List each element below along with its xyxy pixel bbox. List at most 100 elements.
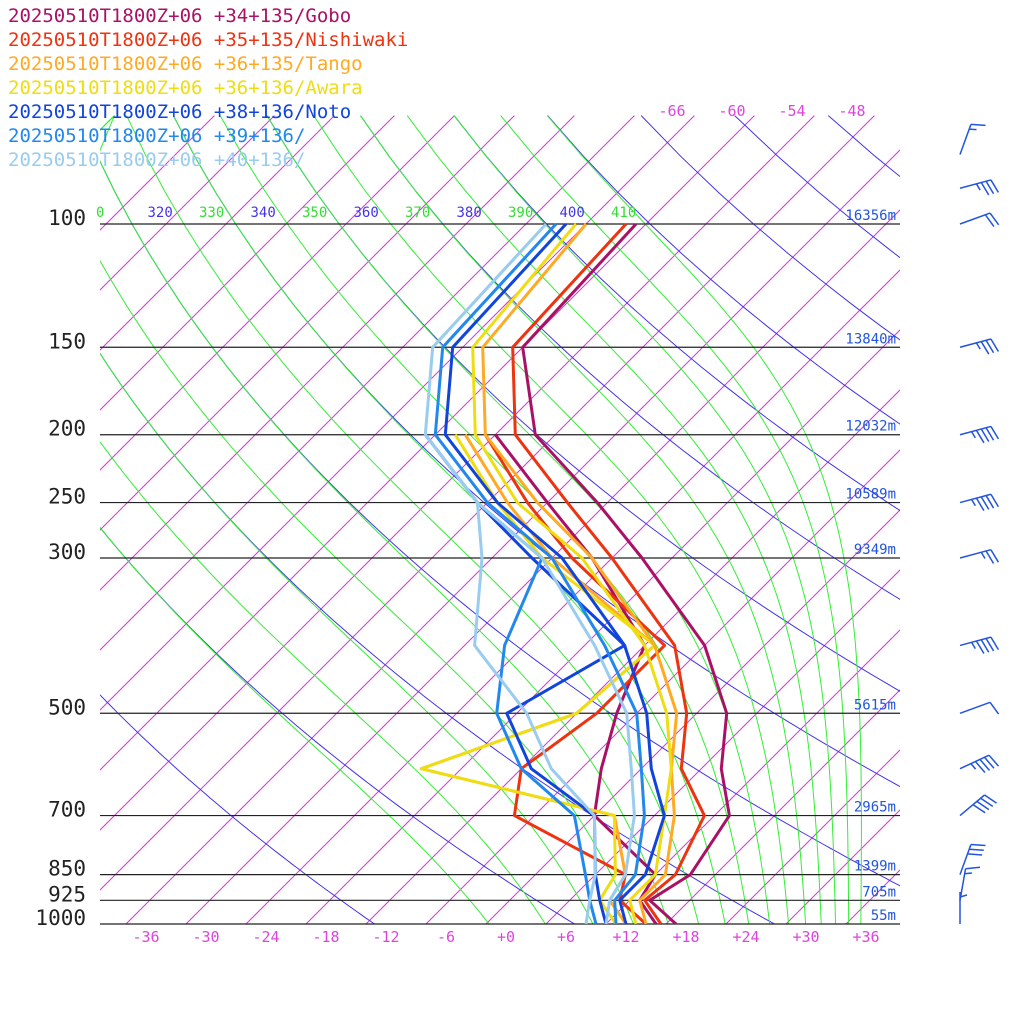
temperature-trace-5 bbox=[443, 222, 666, 924]
theta-label: 410 bbox=[611, 205, 636, 221]
theta-label: 0 bbox=[96, 205, 104, 221]
temperature-trace-3 bbox=[481, 223, 679, 924]
pressure-label-200: 200 bbox=[48, 417, 86, 441]
isobars bbox=[100, 223, 900, 925]
moist-adiabat-line bbox=[546, 115, 862, 924]
wind-barb bbox=[959, 179, 1000, 196]
dry-adiabat-line bbox=[922, 116, 1024, 924]
isotherm-line bbox=[100, 115, 575, 591]
moist-adiabat-line bbox=[100, 115, 546, 924]
temperature-tick-label: +24 bbox=[732, 928, 759, 946]
moist-adiabat-line bbox=[100, 115, 669, 924]
pressure-label-850: 850 bbox=[48, 857, 86, 881]
legend-entry-7: 20250510T1800Z+06 +40+136/ bbox=[8, 149, 305, 171]
temperature-tick-label: +30 bbox=[792, 928, 819, 946]
height-label-1000: 55m bbox=[871, 908, 896, 924]
theta-label: 390 bbox=[508, 205, 533, 221]
wind-barb bbox=[959, 212, 1000, 227]
temperature-tick-label: -30 bbox=[192, 928, 219, 946]
isotherm-line bbox=[100, 115, 275, 291]
pressure-label-925: 925 bbox=[48, 882, 86, 906]
moist-adiabat-line bbox=[453, 115, 836, 924]
isotherm-line bbox=[100, 115, 215, 231]
isotherm-line bbox=[100, 115, 335, 351]
theta-label: 320 bbox=[148, 205, 173, 221]
wind-barb bbox=[959, 636, 1000, 654]
legend: 20250510T1800Z+06 +34+135/Gobo20250510T1… bbox=[8, 5, 408, 171]
moist-adiabat-line bbox=[126, 115, 700, 924]
moist-adiabat-line bbox=[100, 115, 490, 924]
temperature-trace-7 bbox=[423, 222, 636, 924]
pressure-label-500: 500 bbox=[48, 695, 86, 719]
dry-adiabat-line bbox=[547, 115, 900, 425]
pressure-label-300: 300 bbox=[48, 540, 86, 564]
dry-adiabat-line bbox=[100, 526, 575, 924]
temperature-trace-2 bbox=[511, 222, 706, 924]
theta-label: 380 bbox=[457, 205, 482, 221]
height-label-150: 13840m bbox=[845, 331, 896, 347]
moist-adiabat-line bbox=[100, 115, 594, 924]
temperature-trace-1 bbox=[521, 222, 731, 924]
upper-temperature-tick-label: -54 bbox=[778, 102, 805, 120]
isotherm-line bbox=[185, 209, 900, 924]
temperature-tick-label: -12 bbox=[372, 928, 399, 946]
legend-entry-4: 20250510T1800Z+06 +36+136/Awara bbox=[8, 77, 363, 99]
height-label-850: 1399m bbox=[854, 859, 896, 875]
isotherm-line bbox=[545, 569, 900, 924]
isotherm-line bbox=[125, 149, 900, 924]
wind-barb bbox=[959, 425, 1000, 444]
axis-labels: 100 16356m 150 13840m 200 12032m 250 10589m 300 9… bbox=[35, 102, 896, 946]
isotherm-line bbox=[906, 116, 1024, 924]
height-label-500: 5615m bbox=[854, 697, 896, 713]
moist-adiabat-line bbox=[172, 115, 726, 924]
upper-temperature-tick-label: -48 bbox=[838, 102, 865, 120]
wind-barbs bbox=[959, 123, 1000, 924]
dry-adiabat-line bbox=[100, 694, 375, 924]
temperature-tick-label: -36 bbox=[132, 928, 159, 946]
height-label-300: 9349m bbox=[854, 542, 896, 558]
dry-adiabat-line bbox=[266, 115, 900, 692]
temperature-tick-label: +36 bbox=[852, 928, 879, 946]
moist-adiabat-line bbox=[266, 115, 771, 924]
legend-entry-2: 20250510T1800Z+06 +35+135/Nishiwaki bbox=[8, 29, 408, 51]
temperature-trace-4 bbox=[471, 223, 673, 924]
pressure-label-250: 250 bbox=[48, 485, 86, 509]
dry-adiabat-line bbox=[172, 115, 900, 788]
pressure-label-1000: 1000 bbox=[35, 906, 86, 930]
dry-adiabat-line bbox=[360, 115, 900, 600]
isotherm-line bbox=[100, 115, 695, 711]
dry-adiabat-line bbox=[453, 115, 900, 512]
temperature-trace-6 bbox=[433, 222, 646, 924]
temperature-tick-label: +12 bbox=[612, 928, 639, 946]
isotherm-line bbox=[305, 329, 900, 924]
wind-barb bbox=[959, 338, 1000, 355]
dry-adiabat-line bbox=[1015, 116, 1024, 924]
height-label-100: 16356m bbox=[845, 208, 896, 224]
wind-barb bbox=[959, 794, 997, 817]
theta-label: 370 bbox=[405, 205, 430, 221]
isotherm-line bbox=[605, 629, 900, 924]
upper-temperature-tick-label: -66 bbox=[658, 102, 685, 120]
isotherm-line bbox=[100, 115, 515, 531]
legend-entry-1: 20250510T1800Z+06 +34+135/Gobo bbox=[8, 5, 351, 27]
isotherm-line bbox=[100, 115, 875, 891]
theta-label: 400 bbox=[560, 205, 585, 221]
moist-adiabat-line bbox=[313, 115, 789, 924]
theta-label: 330 bbox=[199, 205, 224, 221]
upper-temperature-tick-label: -60 bbox=[718, 102, 745, 120]
legend-entry-6: 20250510T1800Z+06 +39+136/ bbox=[8, 125, 305, 147]
isotherm-line bbox=[665, 689, 900, 924]
temperature-tick-label: -18 bbox=[312, 928, 339, 946]
height-label-250: 10589m bbox=[845, 487, 896, 503]
moist-adiabat-line bbox=[500, 115, 850, 924]
moist-adiabat-line bbox=[406, 115, 822, 924]
temperature-tick-label: +18 bbox=[672, 928, 699, 946]
dewpoint-trace-7 bbox=[424, 433, 597, 924]
temperature-tick-label: +0 bbox=[497, 928, 515, 946]
wind-barb bbox=[959, 548, 1000, 564]
height-label-925: 705m bbox=[862, 884, 896, 900]
wind-barb bbox=[959, 123, 986, 155]
dry-adiabat-line bbox=[100, 160, 900, 887]
theta-label: 360 bbox=[354, 205, 379, 221]
